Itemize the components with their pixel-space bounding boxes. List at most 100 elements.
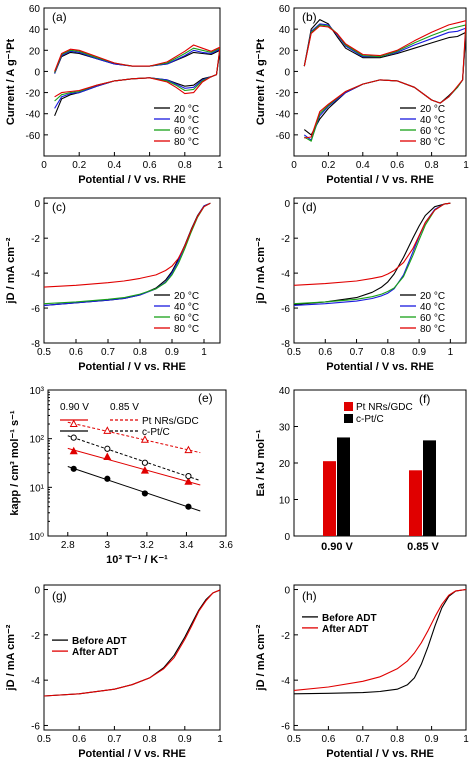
plot-area	[303, 19, 466, 142]
data-point	[141, 459, 149, 466]
legend-label: 40 °C	[420, 302, 445, 313]
legend-label: 20 °C	[174, 291, 199, 302]
plot-frame	[47, 389, 227, 537]
panel-letter: (c)	[52, 200, 66, 214]
plot-area	[294, 588, 466, 695]
x-tick-label: 0	[291, 160, 297, 171]
legend-label: c-Pt/C	[142, 427, 170, 438]
panel-d: (d) -8 -6 -4 -2 0 0.5 0.6 0.7 0.8 0.9 1 Potential / …	[255, 197, 467, 373]
x-tick-label: 0.2	[321, 160, 335, 171]
y-tick-label: 20	[279, 459, 291, 470]
y-tick-label: -40	[276, 110, 291, 121]
data-point	[185, 473, 192, 480]
x-tick-label: 0.6	[390, 160, 404, 171]
x-tick-label: 0.6	[318, 347, 332, 358]
y-tick-label: -6	[281, 721, 290, 732]
panel-letter: (b)	[302, 10, 317, 24]
y-tick-label: 0	[284, 532, 290, 543]
y-tick-label: 0	[34, 586, 40, 597]
x-tick-label: 0.8	[143, 734, 157, 745]
x-tick-label: 1	[448, 347, 454, 358]
y-tick-label: -4	[31, 676, 40, 687]
legend-label: After ADT	[322, 624, 368, 635]
y-tick-label: -60	[276, 131, 291, 142]
legend-label: 80 °C	[420, 324, 445, 335]
data-point	[103, 426, 112, 434]
y-tick-label: 20	[29, 46, 41, 57]
y-tick-label: -2	[281, 631, 290, 642]
x-tick-label: 0.6	[72, 734, 86, 745]
legend-label: 80 °C	[174, 137, 199, 148]
x-axis-label: Potential / V vs. RHE	[326, 361, 434, 373]
y-tick-label: -2	[31, 234, 40, 245]
x-axis-label: Potential / V vs. RHE	[326, 748, 434, 757]
x-axis-label: Potential / V vs. RHE	[78, 361, 186, 373]
x-tick-label: 0.5	[287, 347, 301, 358]
category-label: 0.85 V	[407, 541, 439, 553]
y-tick-label: 30	[279, 423, 291, 434]
x-tick-label: 0.6	[143, 160, 157, 171]
plot-area	[44, 202, 211, 306]
y-tick-label: -6	[281, 304, 290, 315]
legend-header: 0.90 V	[60, 402, 89, 413]
series-line-3	[54, 44, 220, 98]
panel-letter: (e)	[198, 391, 213, 405]
x-tick-label: 0.9	[425, 734, 439, 745]
data-point	[103, 452, 112, 461]
y-axis-label: jD / mA cm⁻²	[255, 237, 267, 304]
y-axis-label: Current / A g⁻¹Pt	[255, 39, 267, 126]
plot-frame	[43, 197, 221, 344]
fit-line-2	[67, 435, 201, 482]
plot-frame	[43, 7, 221, 157]
x-tick-label: 0.8	[390, 734, 404, 745]
y-tick-label: 0	[284, 586, 290, 597]
x-tick-label: 0.5	[37, 734, 51, 745]
x-tick-label: 0.4	[356, 160, 370, 171]
y-axis-label: jD / mA cm⁻²	[5, 624, 17, 691]
series-line-0	[294, 202, 451, 306]
plot-area	[323, 437, 436, 536]
x-axis-label: Potential / V vs. RHE	[326, 174, 434, 186]
x-tick-label: 3	[105, 540, 111, 551]
x-tick-label: 0.8	[381, 347, 395, 358]
y-tick-label: 10⁰	[29, 532, 44, 543]
y-tick-label: -4	[31, 269, 40, 280]
y-tick-label: 40	[279, 386, 291, 397]
series-line-0	[294, 588, 466, 695]
legend-label: 60 °C	[420, 313, 445, 324]
panel-letter: (a)	[52, 10, 67, 24]
panel-g: (g) -6 -4 -2 0 0.5 0.6 0.7 0.8 0.9 1 Potential / V …	[5, 584, 223, 757]
legend-label: 80 °C	[420, 137, 445, 148]
panel-c: (c) -8 -6 -4 -2 0 0.5 0.6 0.7 0.8 0.9 1 Potential / …	[5, 197, 221, 373]
x-tick-label: 3.2	[140, 540, 154, 551]
panel-h: (h) -6 -4 -2 0 0.5 0.6 0.7 0.8 0.9 1 Potential / V …	[255, 584, 469, 757]
panel-e: (e) 10⁰ 10¹ 10² 10³ 2.8 3 3.2 3.4 3.6 10³ T⁻¹ / K⁻…	[9, 386, 233, 566]
x-tick-label: 0.8	[178, 160, 192, 171]
legend-label: After ADT	[72, 647, 118, 658]
legend-label: 20 °C	[420, 291, 445, 302]
y-tick-label: -20	[26, 89, 41, 100]
legend-header: 0.85 V	[110, 402, 139, 413]
series-line-0	[44, 589, 220, 697]
series-line-3	[303, 20, 466, 139]
x-tick-label: 0.4	[107, 160, 121, 171]
bar-0	[323, 461, 336, 536]
x-tick-label: 3.4	[179, 540, 193, 551]
y-tick-label: -40	[26, 110, 41, 121]
data-point	[104, 445, 111, 452]
plot-area	[54, 44, 220, 117]
x-tick-label: 0.5	[37, 347, 51, 358]
plot-area	[44, 589, 220, 697]
x-tick-label: 0.9	[178, 734, 192, 745]
plot-frame	[293, 197, 467, 344]
x-tick-label: 0	[41, 160, 47, 171]
y-tick-label: 10³	[30, 386, 45, 397]
x-tick-label: 0.9	[165, 347, 179, 358]
legend-label: 60 °C	[174, 313, 199, 324]
x-tick-label: 0.6	[321, 734, 335, 745]
x-tick-label: 1	[463, 734, 469, 745]
legend-label: 20 °C	[174, 104, 199, 115]
y-tick-label: 60	[29, 4, 41, 15]
data-point	[184, 477, 193, 485]
series-line-3	[44, 202, 211, 288]
